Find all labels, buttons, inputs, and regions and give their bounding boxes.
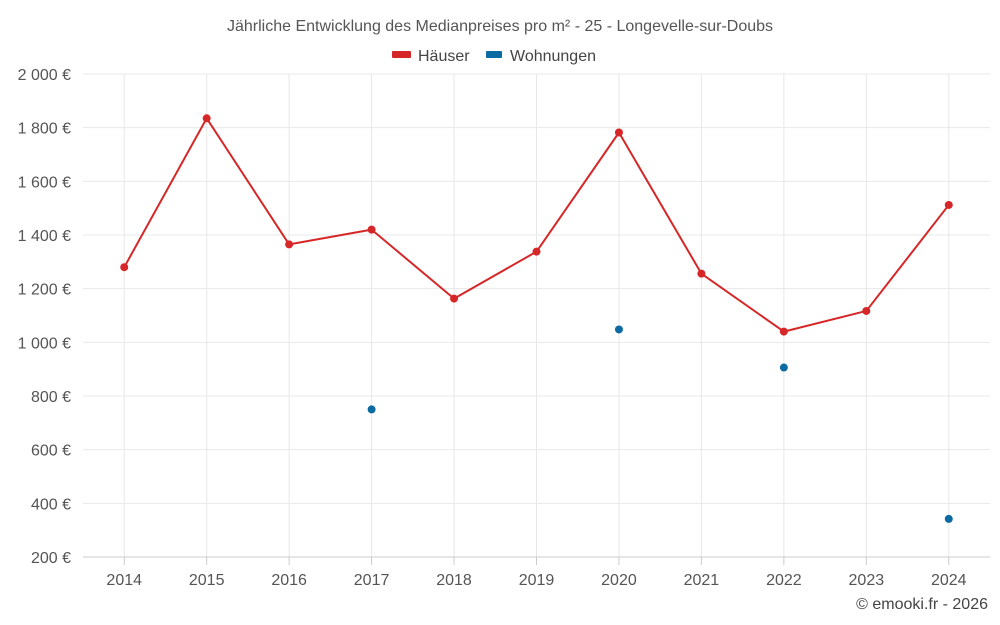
data-point-wohnungen-2024[interactable]: [944, 514, 953, 523]
data-point-haeuser-2018[interactable]: [450, 294, 459, 303]
x-tick-label: 2023: [849, 572, 885, 589]
x-tick-label: 2024: [931, 572, 967, 589]
grid: [83, 73, 990, 558]
x-axis: 2014 2015 2016 2017 2018 2019 2020 2021 2022 2023…: [83, 556, 990, 589]
y-tick-label: 1 800 €: [18, 121, 71, 138]
y-tick-label: 600 €: [31, 443, 71, 460]
y-axis: 200 € 400 € 600 € 800 € 1 000 € 1 200 € 1 400 …: [18, 67, 71, 567]
data-point-wohnungen-2022[interactable]: [779, 363, 788, 372]
x-tick-label: 2022: [766, 572, 802, 589]
legend-label-wohnungen: Wohnungen: [510, 48, 596, 65]
legend: Häuser Wohnungen: [392, 48, 596, 65]
data-point-wohnungen-2017[interactable]: [367, 405, 376, 414]
data-point-haeuser-2019[interactable]: [532, 247, 541, 256]
data-point-haeuser-2016[interactable]: [285, 240, 294, 249]
x-tick-label: 2021: [684, 572, 720, 589]
legend-item-wohnungen[interactable]: Wohnungen: [486, 48, 596, 65]
legend-item-haeuser[interactable]: Häuser: [392, 48, 470, 65]
data-point-haeuser-2015[interactable]: [202, 114, 211, 123]
data-point-haeuser-2017[interactable]: [367, 225, 376, 234]
x-tick-label: 2017: [354, 572, 390, 589]
series-layer: [120, 114, 953, 523]
legend-label-haeuser: Häuser: [418, 48, 470, 65]
data-point-haeuser-2023[interactable]: [862, 306, 871, 315]
y-tick-label: 1 200 €: [18, 282, 71, 299]
x-tick-label: 2019: [519, 572, 555, 589]
legend-swatch-wohnungen: [486, 51, 502, 58]
y-tick-label: 2 000 €: [18, 67, 71, 84]
y-tick-label: 1 400 €: [18, 228, 71, 245]
x-tick-label: 2018: [436, 572, 472, 589]
legend-swatch-haeuser: [392, 51, 411, 58]
x-tick-label: 2020: [601, 572, 637, 589]
y-tick-label: 1 000 €: [18, 335, 71, 352]
data-point-haeuser-2014[interactable]: [120, 263, 129, 272]
data-point-haeuser-2024[interactable]: [944, 200, 953, 209]
x-tick-label: 2014: [106, 572, 142, 589]
data-point-haeuser-2021[interactable]: [697, 269, 706, 278]
y-tick-label: 1 600 €: [18, 174, 71, 191]
x-tick-label: 2016: [271, 572, 307, 589]
data-point-wohnungen-2020[interactable]: [614, 325, 623, 334]
data-point-haeuser-2022[interactable]: [779, 327, 788, 336]
data-point-haeuser-2020[interactable]: [614, 128, 623, 137]
y-tick-label: 400 €: [31, 496, 71, 513]
credit: © emooki.fr - 2026: [856, 596, 988, 613]
y-tick-label: 200 €: [31, 550, 71, 567]
x-tick-label: 2015: [189, 572, 225, 589]
y-tick-label: 800 €: [31, 389, 71, 406]
chart-title: Jährliche Entwicklung des Medianpreises …: [227, 18, 773, 35]
